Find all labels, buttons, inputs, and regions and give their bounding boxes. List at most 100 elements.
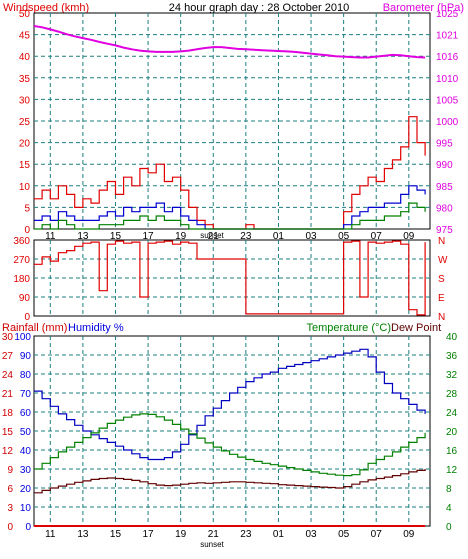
dewpoint-axis-title: Dew Point bbox=[391, 322, 441, 334]
humidity-y-tick: 20 bbox=[20, 484, 32, 495]
temp-y-tick: 36 bbox=[446, 351, 458, 362]
x-tick-label: 09 bbox=[403, 529, 415, 540]
axis-ticks: 1111131315151717191921212323010103030505… bbox=[2, 9, 459, 540]
wind-y-tick: 30 bbox=[19, 95, 31, 106]
rain-y-tick: 3 bbox=[7, 503, 13, 514]
temp-y-tick: 12 bbox=[446, 465, 458, 476]
x-tick-label: 03 bbox=[305, 529, 317, 540]
x-tick-label: 01 bbox=[273, 231, 285, 242]
wind-y-tick: 35 bbox=[19, 74, 31, 85]
wind-y-tick: 10 bbox=[19, 182, 31, 193]
rain-y-tick: 12 bbox=[2, 446, 14, 457]
humidity-y-tick: 80 bbox=[20, 370, 32, 381]
temp-y-tick: 0 bbox=[446, 522, 452, 533]
temp-y-tick: 24 bbox=[446, 408, 458, 419]
rain-y-tick: 9 bbox=[7, 465, 13, 476]
rain-y-tick: 0 bbox=[7, 522, 13, 533]
x-tick-label: 07 bbox=[371, 529, 383, 540]
barometer-axis-title: Barometer (hPa) bbox=[383, 2, 464, 14]
wind-y-tick: 45 bbox=[19, 31, 31, 42]
rain-y-tick: 15 bbox=[2, 427, 14, 438]
barometer-line bbox=[33, 25, 426, 59]
humidity-y-tick: 90 bbox=[20, 351, 32, 362]
humidity-y-tick: 40 bbox=[20, 446, 32, 457]
direction-y-tick: 0 bbox=[24, 312, 30, 323]
baro-y-tick: 1025 bbox=[436, 9, 459, 20]
x-tick-label: 07 bbox=[371, 231, 383, 242]
wind-lull-line bbox=[34, 202, 426, 230]
baro-y-tick: 1010 bbox=[436, 74, 459, 85]
temp-y-tick: 28 bbox=[446, 389, 458, 400]
wind-direction-line bbox=[34, 240, 426, 316]
rain-y-tick: 18 bbox=[2, 408, 14, 419]
wind-y-tick: 50 bbox=[19, 9, 31, 20]
x-tick-label: 03 bbox=[305, 231, 317, 242]
rain-y-tick: 30 bbox=[2, 332, 14, 343]
baro-y-tick: 1005 bbox=[436, 95, 459, 106]
wind-y-tick: 20 bbox=[19, 139, 31, 150]
humidity-y-tick: 70 bbox=[20, 389, 32, 400]
baro-y-tick: 990 bbox=[436, 160, 453, 171]
humidity-line bbox=[34, 348, 426, 461]
rain-y-tick: 27 bbox=[2, 351, 14, 362]
direction-y-tick: 90 bbox=[19, 293, 31, 304]
x-tick-label: 19 bbox=[175, 231, 187, 242]
compass-tick: N bbox=[438, 312, 445, 323]
x-tick-label: 13 bbox=[77, 529, 89, 540]
temperature-line bbox=[34, 413, 426, 477]
humidity-y-tick: 60 bbox=[20, 408, 32, 419]
rain-y-tick: 6 bbox=[7, 484, 13, 495]
x-tick-label: 23 bbox=[240, 529, 252, 540]
rainfall-axis-title: Rainfall (mm) bbox=[2, 322, 67, 334]
baro-y-tick: 975 bbox=[436, 225, 453, 236]
temp-y-tick: 16 bbox=[446, 446, 458, 457]
temp-y-tick: 20 bbox=[446, 427, 458, 438]
x-tick-label: 15 bbox=[110, 529, 122, 540]
humidity-y-tick: 50 bbox=[20, 427, 32, 438]
sunset-label-lower: sunset bbox=[200, 540, 224, 549]
x-tick-label: 15 bbox=[110, 231, 122, 242]
x-tick-label: 21 bbox=[208, 529, 220, 540]
dewpoint-line bbox=[34, 469, 426, 494]
humidity-axis-title: Humidity % bbox=[68, 322, 124, 334]
wind-y-tick: 40 bbox=[19, 52, 31, 63]
wind-y-tick: 15 bbox=[19, 160, 31, 171]
data-series bbox=[33, 25, 426, 527]
baro-y-tick: 1000 bbox=[436, 117, 459, 128]
wind-y-tick: 0 bbox=[24, 225, 30, 236]
baro-y-tick: 1021 bbox=[436, 31, 459, 42]
x-tick-label: 05 bbox=[338, 529, 350, 540]
direction-y-tick: 270 bbox=[13, 255, 30, 266]
wind-y-tick: 25 bbox=[19, 117, 31, 128]
baro-y-tick: 995 bbox=[436, 139, 453, 150]
wind-y-tick: 5 bbox=[24, 203, 30, 214]
compass-tick: W bbox=[438, 255, 448, 266]
baro-y-tick: 980 bbox=[436, 203, 453, 214]
humidity-y-tick: 10 bbox=[20, 503, 32, 514]
compass-tick: S bbox=[438, 274, 445, 285]
grid-lines bbox=[34, 13, 430, 526]
x-tick-label: 05 bbox=[338, 231, 350, 242]
temp-y-tick: 40 bbox=[446, 332, 458, 343]
x-tick-label: 17 bbox=[143, 529, 155, 540]
x-tick-label: 09 bbox=[403, 231, 415, 242]
temp-y-tick: 4 bbox=[446, 503, 452, 514]
x-tick-label: 19 bbox=[175, 529, 187, 540]
humidity-y-tick: 30 bbox=[20, 465, 32, 476]
rain-y-tick: 21 bbox=[2, 389, 14, 400]
x-tick-label: 11 bbox=[45, 529, 56, 540]
windspeed-axis-title: Windspeed (kmh) bbox=[3, 2, 89, 14]
wind-average-line bbox=[34, 185, 426, 230]
x-tick-label: 17 bbox=[143, 231, 155, 242]
direction-y-tick: 180 bbox=[13, 274, 30, 285]
baro-y-tick: 1016 bbox=[436, 52, 459, 63]
humidity-y-tick: 100 bbox=[14, 332, 31, 343]
baro-y-tick: 985 bbox=[436, 182, 453, 193]
compass-tick: E bbox=[438, 293, 445, 304]
direction-y-tick: 360 bbox=[13, 236, 30, 247]
wind-gust-line bbox=[34, 116, 426, 230]
temp-y-tick: 32 bbox=[446, 370, 458, 381]
x-tick-label: 11 bbox=[45, 231, 56, 242]
sunset-label-upper: sunset bbox=[200, 231, 224, 240]
